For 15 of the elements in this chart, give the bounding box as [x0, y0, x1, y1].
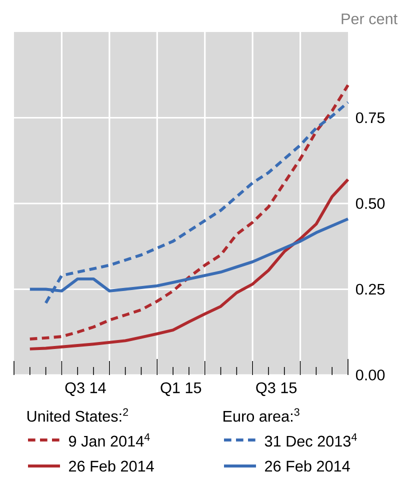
- x-tick-label: Q3 14: [65, 382, 106, 396]
- y-tick-label: 0.25: [356, 284, 385, 295]
- line-series: [28, 84, 350, 340]
- x-tick-label: Q1 15: [160, 382, 202, 396]
- text: United States:$^{2}$: [27, 408, 128, 422]
- legend-label: 26 Feb 2014: [69, 460, 154, 472]
- y-tick-label: 0.50: [356, 198, 385, 209]
- x-tick-label: Q3 15: [256, 382, 297, 396]
- text: Euro area:$^{3}$: [224, 408, 300, 422]
- legend-label: 26 Feb 2014: [265, 460, 350, 472]
- legend-label: 9 Jan 2014$^{4}$: [68, 433, 150, 447]
- y-axis-title: Per cent: [342, 14, 398, 24]
- y-tick-label: 0.00: [356, 370, 385, 380]
- legend-label: 31 Dec 2013$^{4}$: [264, 433, 357, 447]
- y-tick-label: 0.75: [356, 112, 385, 124]
